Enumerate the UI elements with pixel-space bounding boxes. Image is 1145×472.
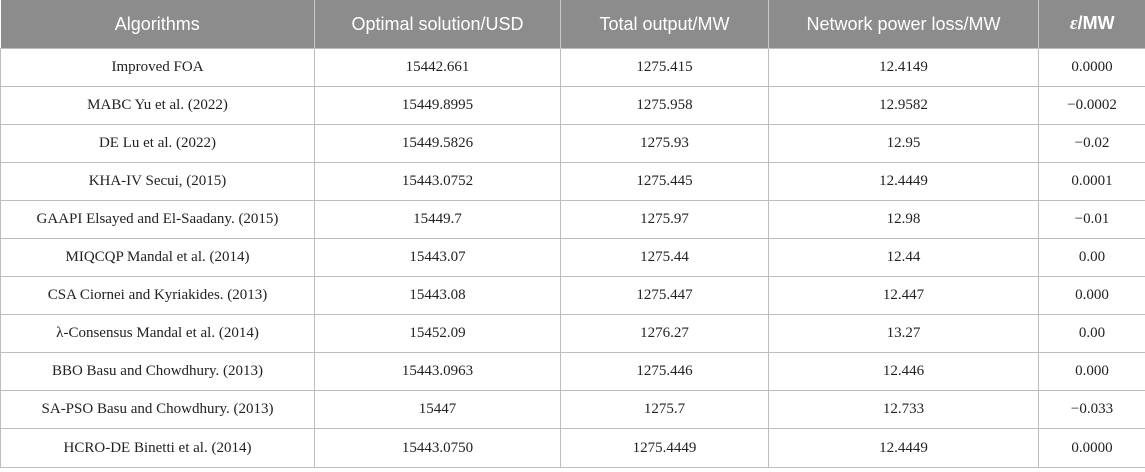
cell-optimal-solution: 15452.09 — [314, 314, 561, 353]
cell-algorithm: MIQCQP Mandal et al. (2014) — [0, 238, 315, 277]
cell-epsilon: 0.00 — [1038, 314, 1145, 353]
cell-epsilon: −0.0002 — [1038, 86, 1145, 125]
header-optimal-solution: Optimal solution/USD — [314, 0, 561, 49]
cell-algorithm: Improved FOA — [0, 48, 315, 87]
cell-total-output: 1275.44 — [560, 238, 769, 277]
cell-total-output: 1275.97 — [560, 200, 769, 239]
table-row: MABC Yu et al. (2022) 15449.8995 1275.95… — [0, 86, 1145, 125]
cell-total-output: 1275.93 — [560, 124, 769, 163]
table-row: GAAPI Elsayed and El-Saadany. (2015) 154… — [0, 200, 1145, 239]
cell-network-power-loss: 12.4449 — [768, 162, 1039, 201]
cell-algorithm: SA-PSO Basu and Chowdhury. (2013) — [0, 390, 315, 429]
cell-total-output: 1275.958 — [560, 86, 769, 125]
cell-network-power-loss: 12.4449 — [768, 428, 1039, 468]
cell-epsilon: 0.0001 — [1038, 162, 1145, 201]
cell-epsilon: 0.000 — [1038, 276, 1145, 315]
cell-network-power-loss: 12.733 — [768, 390, 1039, 429]
cell-epsilon: −0.01 — [1038, 200, 1145, 239]
cell-total-output: 1275.7 — [560, 390, 769, 429]
table-row: HCRO-DE Binetti et al. (2014) 15443.0750… — [0, 428, 1145, 468]
cell-algorithm: CSA Ciornei and Kyriakides. (2013) — [0, 276, 315, 315]
table-row: BBO Basu and Chowdhury. (2013) 15443.096… — [0, 352, 1145, 391]
cell-total-output: 1275.4449 — [560, 428, 769, 468]
cell-epsilon: −0.02 — [1038, 124, 1145, 163]
cell-network-power-loss: 12.9582 — [768, 86, 1039, 125]
table-body: Improved FOA 15442.661 1275.415 12.4149 … — [0, 48, 1145, 468]
cell-optimal-solution: 15449.8995 — [314, 86, 561, 125]
table-row: SA-PSO Basu and Chowdhury. (2013) 15447 … — [0, 390, 1145, 429]
header-row: Algorithms Optimal solution/USD Total ou… — [0, 0, 1145, 49]
cell-algorithm: λ-Consensus Mandal et al. (2014) — [0, 314, 315, 353]
cell-optimal-solution: 15443.07 — [314, 238, 561, 277]
cell-algorithm: DE Lu et al. (2022) — [0, 124, 315, 163]
cell-optimal-solution: 15449.5826 — [314, 124, 561, 163]
cell-epsilon: 0.0000 — [1038, 428, 1145, 468]
cell-optimal-solution: 15442.661 — [314, 48, 561, 87]
cell-epsilon: 0.0000 — [1038, 48, 1145, 87]
cell-algorithm: BBO Basu and Chowdhury. (2013) — [0, 352, 315, 391]
cell-network-power-loss: 12.95 — [768, 124, 1039, 163]
cell-network-power-loss: 12.44 — [768, 238, 1039, 277]
table-row: DE Lu et al. (2022) 15449.5826 1275.93 1… — [0, 124, 1145, 163]
cell-optimal-solution: 15443.0750 — [314, 428, 561, 468]
cell-network-power-loss: 12.98 — [768, 200, 1039, 239]
cell-total-output: 1275.446 — [560, 352, 769, 391]
cell-algorithm: GAAPI Elsayed and El-Saadany. (2015) — [0, 200, 315, 239]
cell-optimal-solution: 15443.0963 — [314, 352, 561, 391]
cell-algorithm: KHA-IV Secui, (2015) — [0, 162, 315, 201]
cell-optimal-solution: 15443.0752 — [314, 162, 561, 201]
cell-epsilon: 0.000 — [1038, 352, 1145, 391]
cell-optimal-solution: 15449.7 — [314, 200, 561, 239]
cell-network-power-loss: 12.447 — [768, 276, 1039, 315]
table-row: Improved FOA 15442.661 1275.415 12.4149 … — [0, 48, 1145, 87]
table-header: Algorithms Optimal solution/USD Total ou… — [0, 0, 1145, 49]
cell-epsilon: 0.00 — [1038, 238, 1145, 277]
cell-network-power-loss: 13.27 — [768, 314, 1039, 353]
cell-total-output: 1275.447 — [560, 276, 769, 315]
table-row: KHA-IV Secui, (2015) 15443.0752 1275.445… — [0, 162, 1145, 201]
cell-optimal-solution: 15443.08 — [314, 276, 561, 315]
epsilon-symbol: ε — [1069, 13, 1078, 34]
cell-total-output: 1275.415 — [560, 48, 769, 87]
cell-optimal-solution: 15447 — [314, 390, 561, 429]
cell-total-output: 1276.27 — [560, 314, 769, 353]
table-row: λ-Consensus Mandal et al. (2014) 15452.0… — [0, 314, 1145, 353]
header-epsilon: ε/MW — [1038, 0, 1145, 49]
cell-total-output: 1275.445 — [560, 162, 769, 201]
cell-epsilon: −0.033 — [1038, 390, 1145, 429]
header-algorithms: Algorithms — [0, 0, 315, 49]
header-total-output: Total output/MW — [560, 0, 769, 49]
table-row: MIQCQP Mandal et al. (2014) 15443.07 127… — [0, 238, 1145, 277]
cell-network-power-loss: 12.446 — [768, 352, 1039, 391]
cell-algorithm: HCRO-DE Binetti et al. (2014) — [0, 428, 315, 468]
header-network-power-loss: Network power loss/MW — [768, 0, 1039, 49]
table-row: CSA Ciornei and Kyriakides. (2013) 15443… — [0, 276, 1145, 315]
epsilon-unit: /MW — [1077, 13, 1115, 33]
cell-network-power-loss: 12.4149 — [768, 48, 1039, 87]
cell-algorithm: MABC Yu et al. (2022) — [0, 86, 315, 125]
